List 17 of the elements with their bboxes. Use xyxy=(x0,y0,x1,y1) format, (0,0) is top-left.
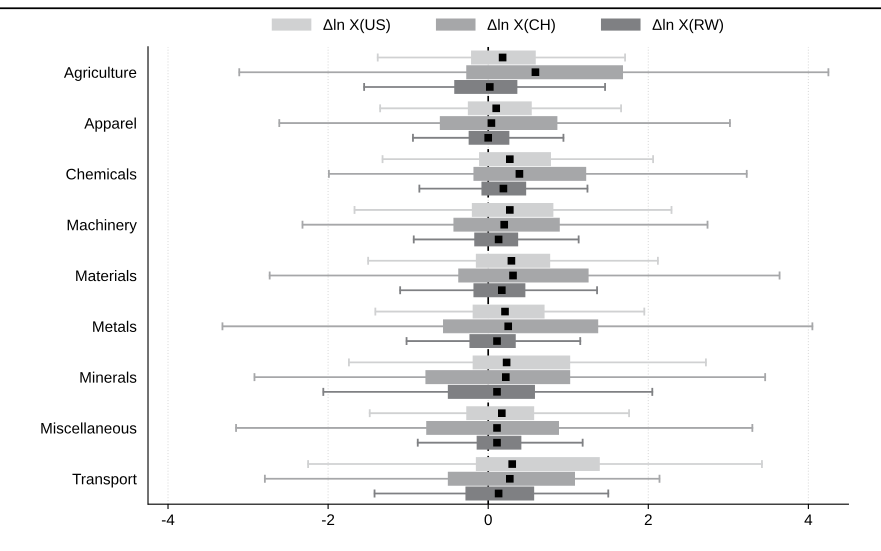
y-tick-label: Miscellaneous xyxy=(41,422,136,434)
y-tick-label: Chemicals xyxy=(66,168,136,180)
x-tick-label: 2 xyxy=(644,514,652,525)
x-tick-label: 0 xyxy=(484,514,492,526)
y-tick-label: Minerals xyxy=(80,372,136,383)
x-tick-label: -4 xyxy=(162,514,174,525)
x-tick-label: 4 xyxy=(804,514,812,525)
legend-label: Δln X(US) xyxy=(323,18,390,34)
y-tick-label: Agriculture xyxy=(64,66,136,81)
legend-label: Δln X(CH) xyxy=(488,18,555,34)
x-tick-label: -2 xyxy=(322,514,334,525)
y-tick-label: Transport xyxy=(72,474,137,488)
y-tick-label: Machinery xyxy=(68,219,137,234)
y-tick-label: Materials xyxy=(76,270,136,282)
y-tick-label: Metals xyxy=(93,320,136,332)
y-tick-label: Apparel xyxy=(84,118,136,132)
legend-label: Δln X(RW) xyxy=(652,18,724,34)
